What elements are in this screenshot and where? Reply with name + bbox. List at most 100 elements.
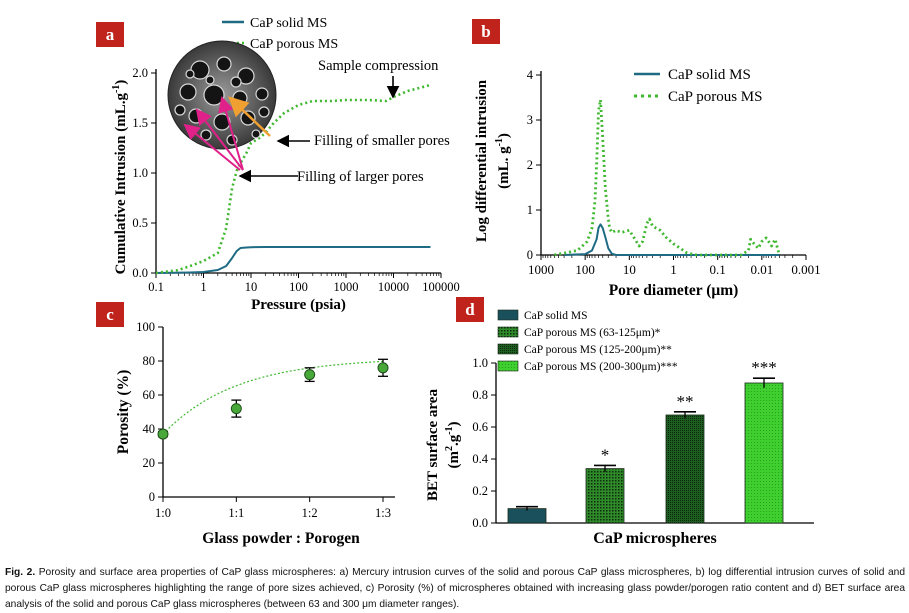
significance-marker: ***: [751, 358, 777, 377]
data-point: [230, 403, 242, 415]
y-tick-label: 80: [143, 354, 156, 368]
y-tick-label: 4: [527, 68, 534, 82]
legend-swatch: [497, 326, 519, 338]
x-tick-label: 10: [245, 280, 258, 294]
pink-arrow: [183, 123, 241, 171]
sem-pore: [255, 87, 269, 101]
y-tick-label: 60: [143, 388, 156, 402]
legend-swatch: [497, 343, 519, 355]
bar: [665, 414, 705, 524]
legend: CaP solid MS CaP porous MS: [222, 16, 338, 52]
x-axis-label: CaP microspheres: [593, 530, 716, 547]
legend-swatch: [497, 360, 519, 372]
x-axis-label: Pressure (psia): [251, 297, 346, 313]
annotation-text: Filling of smaller pores: [314, 133, 450, 149]
bar: [585, 468, 625, 524]
y-tick-label: 0.0: [132, 266, 148, 280]
y-axis-label-line2: (mL. g-1): [494, 133, 512, 189]
sem-pore: [203, 84, 225, 106]
y-tick-label: 0.6: [472, 420, 488, 434]
panel-label: b: [481, 22, 490, 41]
y-tick-label: 2.0: [132, 66, 148, 80]
x-tick-label: 1:2: [302, 506, 318, 520]
x-tick-label: 0.1: [710, 262, 726, 277]
x-tick-label: 10: [623, 262, 636, 277]
panel-d-chart: d 0.0 0.2 0.4 0.6 0.8 1.0 CaP microspheres BET s…: [425, 297, 814, 547]
y-tick-label: 0.5: [132, 216, 148, 230]
y-tick-label: 100: [136, 320, 155, 334]
x-tick-label: 1000: [334, 280, 359, 294]
x-tick-label: 1000: [528, 262, 554, 277]
sem-pore: [179, 83, 197, 101]
legend-label: CaP solid MS: [250, 16, 327, 31]
series-line: [554, 98, 781, 257]
panel-a-chart: a 0.0 0.5 1.0 1.5 2.0 0.1 1 10 100 1000 10000 100000…: [96, 16, 460, 313]
trend-curve: [162, 360, 384, 435]
legend-swatch: [497, 309, 519, 321]
y-axis-label: Cumulative Intrusion (mL.g-1): [111, 80, 129, 275]
y-tick-label: 1.5: [132, 116, 148, 130]
sem-pore: [230, 76, 242, 88]
x-tick-label: 100: [575, 262, 595, 277]
panel-label-box: [96, 302, 124, 327]
significance-marker: **: [677, 392, 694, 411]
data-point: [377, 362, 389, 374]
series-line: [564, 223, 780, 256]
legend: CaP solid MS CaP porous MS: [634, 67, 762, 105]
annotation-text: Filling of larger pores: [297, 169, 424, 185]
x-tick-label: 1: [200, 280, 206, 294]
panel-label: d: [465, 300, 475, 319]
sem-pore: [258, 106, 270, 118]
panel-c-chart: c 0 20 40 60 80 100 1:0 1:1 1:2 1:3 Glass powder : …: [96, 302, 395, 547]
x-axis-label: Pore diameter (μm): [609, 282, 739, 299]
y-tick-label: 0: [149, 490, 155, 504]
y-tick-label: 3: [527, 113, 533, 127]
y-tick-label: 0.0: [472, 516, 488, 530]
sem-pore: [251, 129, 261, 139]
bar: [507, 508, 547, 524]
legend: CaP solid MS CaP porous MS (63-125μm)* CaP…: [497, 309, 678, 373]
x-tick-label: 1:0: [155, 506, 171, 520]
y-tick-label: 40: [143, 422, 156, 436]
legend-label: CaP solid MS: [668, 67, 751, 83]
y-tick-label: 20: [143, 456, 156, 470]
y-tick-label: 1: [527, 203, 533, 217]
annotation-text: Sample compression: [318, 58, 439, 74]
sem-inset-image: [167, 40, 277, 150]
y-axis-label-line1: Log differential intrusion: [474, 79, 490, 242]
series-line: [155, 246, 431, 274]
pink-arrow: [195, 108, 244, 171]
y-tick-label: 1.0: [132, 166, 148, 180]
y-tick-label: 1.0: [472, 356, 488, 370]
sem-pore: [240, 110, 256, 126]
panel-label-box: [472, 19, 500, 44]
orange-arrow: [228, 96, 271, 137]
data-point: [157, 428, 169, 440]
sem-pore: [185, 69, 195, 79]
panel-label: a: [106, 25, 115, 44]
x-tick-label: 1:1: [228, 506, 244, 520]
panel-label-box: [456, 297, 484, 322]
sem-pore: [216, 56, 232, 72]
x-axis-label: Glass powder : Porogen: [202, 530, 360, 547]
data-point: [304, 369, 316, 381]
x-tick-label: 0.001: [791, 262, 820, 277]
legend-label: CaP porous MS (200-300μm)***: [524, 361, 678, 373]
y-tick-label: 2: [527, 158, 533, 172]
sem-pore: [205, 75, 215, 85]
legend-label: CaP porous MS (63-125μm)*: [524, 327, 661, 339]
panel-label: c: [106, 305, 114, 324]
significance-marker: *: [601, 445, 610, 464]
x-tick-label: 1:3: [375, 506, 391, 520]
caption-text: Porosity and surface area properties of …: [5, 567, 905, 610]
y-tick-label: 0.8: [472, 388, 488, 402]
pink-arrow: [218, 96, 244, 171]
sem-pore: [200, 129, 212, 141]
caption-label: Fig. 2.: [5, 567, 36, 578]
legend-label: CaP solid MS: [524, 310, 587, 322]
series-line: [155, 83, 431, 275]
x-tick-label: 10000: [378, 280, 409, 294]
panel-label-box: [96, 22, 124, 47]
y-axis-label-line1: BET surface area: [425, 389, 441, 501]
